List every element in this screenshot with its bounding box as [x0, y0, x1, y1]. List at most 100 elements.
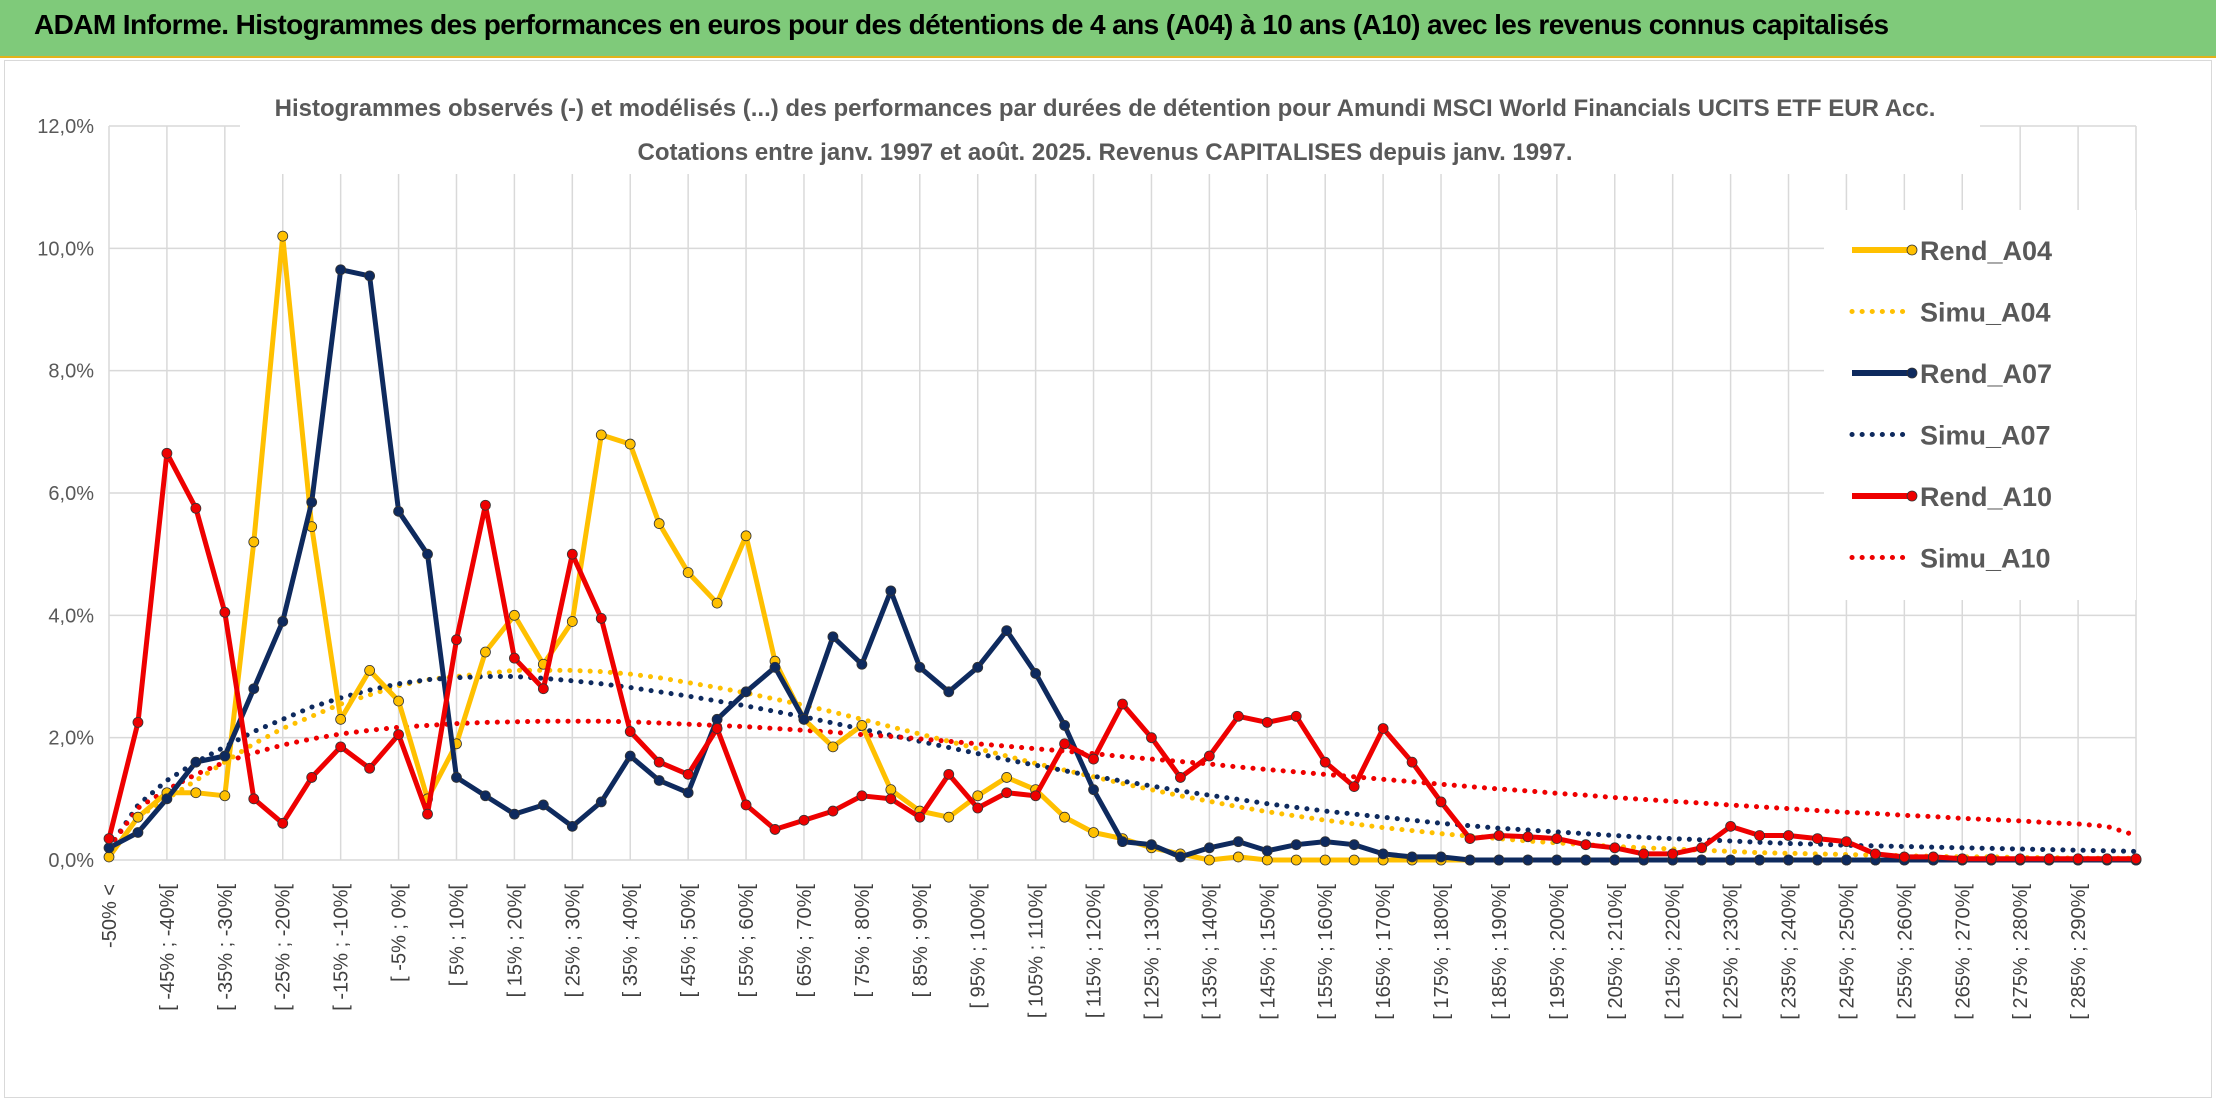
point-Rend_A04	[624, 438, 636, 450]
legend-background	[1824, 210, 2136, 600]
x-tick-label: [ 185% ; 190%[	[1489, 884, 1511, 1020]
y-tick-label: 6,0%	[48, 483, 94, 505]
point-Rend_A07	[914, 661, 926, 673]
x-tick-label: [ 75% ; 80%[	[852, 884, 874, 998]
x-tick-label: [ 105% ; 110%[	[1026, 884, 1048, 1019]
x-tick-label: [ 125% ; 130%[	[1141, 884, 1163, 1020]
line-Simu_A07	[106, 674, 2139, 854]
point-Rend_A04	[248, 536, 260, 548]
point-Rend_A10	[1377, 723, 1389, 734]
point-Rend_A07	[190, 756, 202, 768]
point-Rend_A10	[480, 499, 491, 511]
y-tick-label: 10,0%	[37, 238, 94, 260]
point-Rend_A04	[1059, 811, 1070, 823]
x-tick-label: [ 255% ; 260%[	[1894, 884, 1916, 1020]
legend-marker	[1906, 244, 1918, 256]
point-Rend_A10	[509, 652, 520, 664]
x-tick-label: [ -15% ; -10%[	[331, 884, 353, 1011]
point-Rend_A07	[306, 496, 318, 508]
point-Rend_A07	[1377, 848, 1389, 860]
point-Rend_A10	[103, 833, 115, 844]
legend-marker	[1906, 367, 1918, 379]
point-Rend_A10	[1869, 848, 1881, 860]
point-Rend_A07	[856, 658, 868, 670]
point-Rend_A10	[1725, 820, 1736, 832]
legend-item-Simu_A10: Simu_A10	[1849, 544, 2051, 574]
x-tick-label: [ -5% ; 0%[	[389, 884, 411, 982]
point-Rend_A04	[393, 695, 404, 707]
point-Rend_A07	[1725, 854, 1736, 866]
point-Rend_A07	[161, 793, 173, 805]
point-Rend_A10	[335, 741, 347, 753]
point-Rend_A07	[480, 790, 491, 802]
point-Rend_A10	[1146, 732, 1157, 744]
point-Rend_A07	[364, 270, 376, 282]
point-Rend_A07	[740, 686, 752, 698]
legend-item-Simu_A07: Simu_A07	[1849, 421, 2051, 451]
point-Rend_A10	[711, 723, 723, 734]
point-Rend_A10	[364, 762, 376, 774]
point-Rend_A10	[566, 548, 578, 560]
point-Rend_A10	[219, 606, 231, 618]
point-Rend_A07	[1261, 845, 1273, 857]
point-Rend_A07	[1232, 836, 1244, 848]
point-Rend_A10	[1754, 830, 1765, 841]
point-Rend_A04	[827, 741, 839, 753]
legend-label: Rend_A04	[1920, 236, 2052, 266]
report-header-title: ADAM Informe. Histogrammes des performan…	[34, 9, 1889, 40]
point-Rend_A10	[885, 793, 897, 805]
point-Rend_A10	[972, 802, 984, 814]
point-Rend_A07	[653, 775, 665, 786]
point-Rend_A10	[306, 772, 318, 783]
x-tick-label: [ -35% ; -30%[	[215, 884, 237, 1011]
point-Rend_A10	[827, 805, 839, 817]
point-Rend_A10	[1696, 842, 1708, 854]
point-Rend_A07	[1551, 854, 1563, 866]
point-Rend_A07	[277, 616, 289, 627]
x-tick-label: [ 145% ; 150%[	[1257, 884, 1279, 1020]
point-Rend_A07	[1580, 854, 1592, 866]
point-Rend_A10	[248, 793, 260, 805]
x-tick-label: [ 245% ; 250%[	[1836, 884, 1858, 1020]
series-lines	[103, 230, 2142, 866]
point-Rend_A07	[1059, 720, 1070, 731]
point-Rend_A07	[624, 750, 636, 762]
point-Rend_A10	[1406, 756, 1418, 768]
point-Rend_A10	[769, 824, 781, 835]
x-tick-label: [ 175% ; 180%[	[1431, 884, 1453, 1020]
point-Rend_A07	[827, 631, 839, 643]
point-Rend_A04	[509, 609, 520, 621]
x-tick-label: [ 285% ; 290%[	[2068, 884, 2090, 1020]
point-Rend_A04	[682, 567, 694, 578]
point-Rend_A04	[132, 811, 144, 823]
point-Rend_A07	[1812, 854, 1823, 866]
point-Rend_A10	[2101, 853, 2113, 865]
point-Rend_A07	[1001, 625, 1013, 637]
point-Rend_A10	[595, 612, 607, 624]
point-Rend_A07	[566, 820, 578, 832]
point-Rend_A07	[682, 787, 694, 799]
point-Rend_A04	[277, 230, 289, 242]
x-tick-label: [ 165% ; 170%[	[1373, 884, 1395, 1020]
point-Rend_A10	[2130, 853, 2142, 865]
point-Rend_A10	[2014, 853, 2026, 865]
point-Rend_A10	[1985, 853, 1997, 865]
point-Rend_A10	[161, 447, 173, 459]
point-Rend_A10	[740, 799, 752, 811]
point-Rend_A10	[1261, 716, 1273, 728]
point-Rend_A07	[885, 585, 897, 597]
point-Rend_A10	[537, 683, 549, 695]
legend-item-Rend_A04: Rend_A04	[1852, 236, 2052, 266]
point-Rend_A07	[248, 683, 260, 695]
point-Rend_A07	[1406, 851, 1418, 863]
point-Rend_A07	[422, 548, 433, 560]
point-Rend_A04	[1319, 854, 1331, 866]
point-Rend_A04	[711, 597, 723, 609]
point-Rend_A10	[856, 790, 868, 802]
point-Rend_A07	[1435, 851, 1447, 863]
x-tick-label: [ 195% ; 200%[	[1547, 884, 1569, 1020]
x-tick-label: [ -45% ; -40%[	[157, 884, 179, 1011]
point-Rend_A10	[1812, 833, 1823, 844]
x-tick-label: [ -25% ; -20%[	[273, 884, 295, 1011]
point-Rend_A04	[856, 720, 868, 731]
